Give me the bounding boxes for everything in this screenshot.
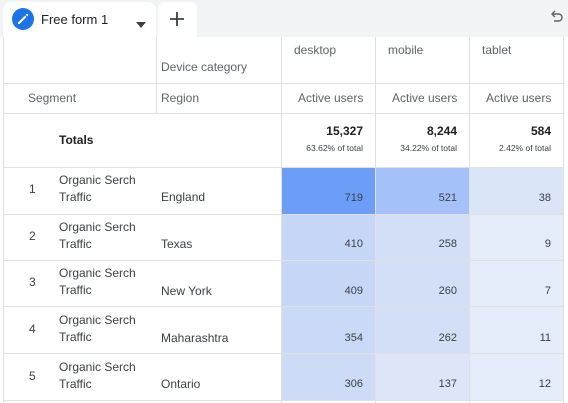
total-desktop: 15,327: [326, 124, 363, 138]
region-cell: Texas: [161, 237, 193, 251]
value-mobile: 521: [438, 192, 457, 204]
value-mobile: 137: [438, 378, 457, 390]
region-cell: Ontario: [161, 377, 201, 391]
row-number: 2: [29, 229, 36, 243]
region-header[interactable]: Region: [161, 91, 200, 105]
segment-cell: Organic Serch Traffic: [59, 220, 136, 251]
value-tablet: 38: [538, 192, 551, 204]
region-cell: Maharashtra: [161, 331, 229, 345]
tab-bar: Free form 1: [0, 0, 568, 37]
value-tablet: 12: [538, 378, 551, 390]
value-desktop: 410: [344, 238, 363, 250]
row-number: 3: [29, 275, 36, 289]
total-desktop-percent: 63.62% of total: [306, 143, 363, 153]
tab-label: Free form 1: [41, 12, 109, 27]
value-mobile: 260: [438, 285, 457, 297]
segment-cell: Organic Serch Traffic: [59, 313, 136, 344]
tab-free-form-1[interactable]: Free form 1: [3, 2, 156, 37]
column-mobile[interactable]: mobile: [388, 43, 424, 57]
segment-header[interactable]: Segment: [28, 91, 77, 105]
value-desktop: 354: [344, 332, 363, 344]
caret-down-icon[interactable]: [136, 15, 146, 33]
value-tablet: 9: [544, 238, 551, 250]
value-desktop: 306: [344, 378, 363, 390]
column-tablet[interactable]: tablet: [482, 43, 512, 57]
value-mobile: 262: [438, 332, 457, 344]
region-cell: New York: [161, 284, 212, 298]
device-category-label: Device category: [161, 60, 248, 74]
total-mobile-percent: 34.22% of total: [400, 143, 457, 153]
segment-cell: Organic Serch Traffic: [59, 266, 136, 297]
metric-header-tablet[interactable]: Active users: [486, 91, 552, 105]
add-tab-button[interactable]: [158, 2, 197, 37]
row-number: 5: [29, 369, 36, 383]
value-tablet: 11: [539, 332, 551, 344]
column-desktop[interactable]: desktop: [294, 43, 337, 57]
segment-cell: Organic Serch Traffic: [59, 360, 136, 391]
region-cell: England: [161, 190, 206, 204]
total-mobile: 8,244: [426, 124, 457, 138]
row-number: 4: [29, 322, 36, 336]
metric-header-desktop[interactable]: Active users: [298, 91, 364, 105]
freeform-table: Device category desktop mobile tablet Se…: [3, 37, 568, 403]
undo-icon[interactable]: [550, 10, 563, 28]
value-desktop: 719: [344, 192, 363, 204]
segment-cell: Organic Serch Traffic: [59, 173, 136, 204]
total-tablet-percent: 2.42% of total: [499, 143, 551, 153]
totals-label: Totals: [59, 133, 94, 147]
row-number: 1: [29, 182, 36, 196]
value-mobile: 258: [438, 238, 457, 250]
pencil-icon: [12, 8, 34, 30]
plus-icon: [170, 12, 184, 26]
value-tablet: 7: [544, 285, 551, 297]
total-tablet: 584: [530, 124, 551, 138]
value-desktop: 409: [344, 285, 363, 297]
metric-header-mobile[interactable]: Active users: [392, 91, 458, 105]
